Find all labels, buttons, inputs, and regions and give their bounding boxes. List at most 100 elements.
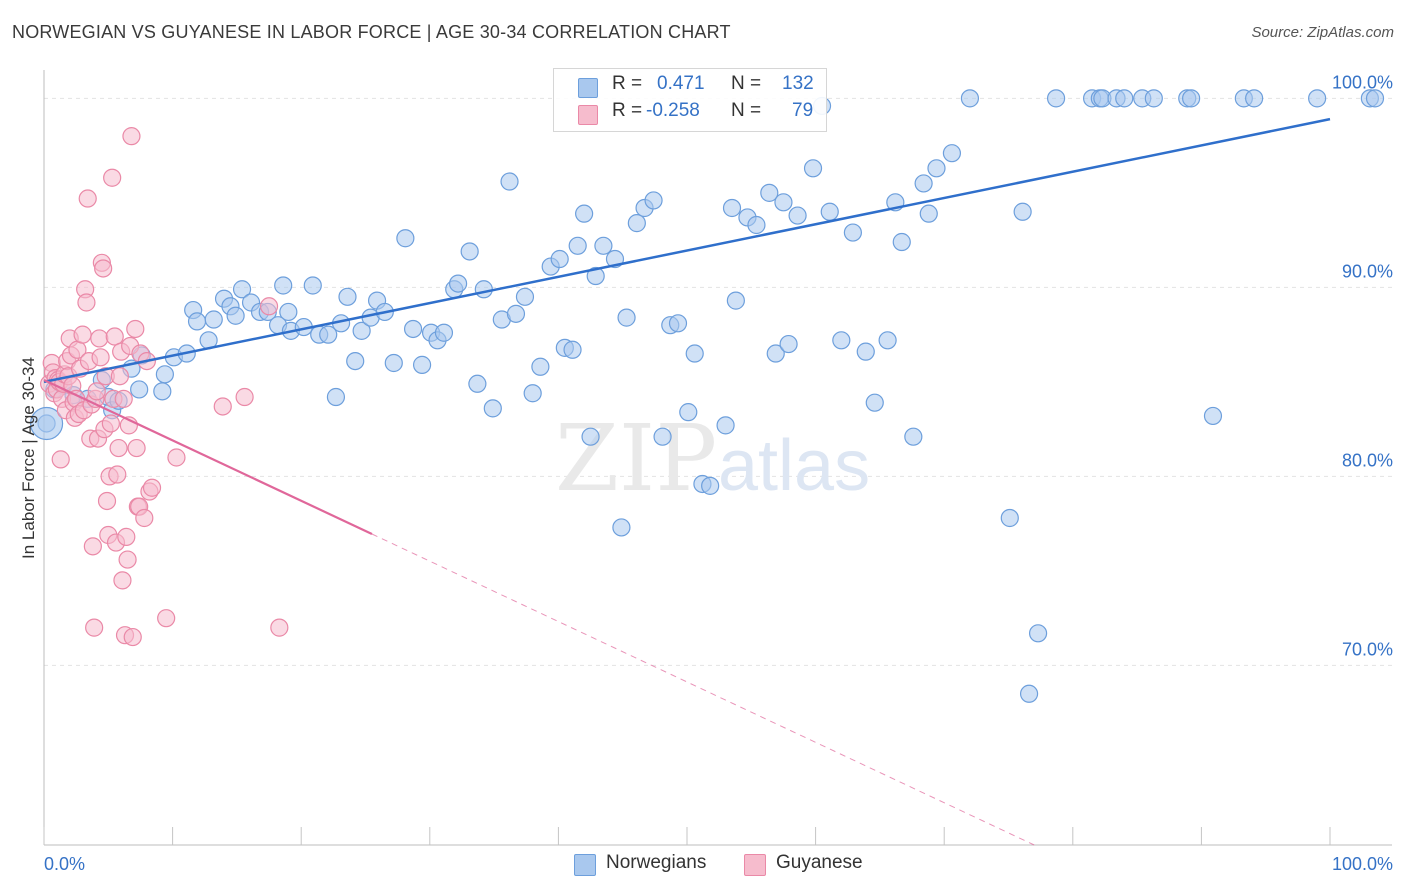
n-label: N = <box>731 100 762 121</box>
norwegian-point <box>856 342 875 361</box>
guyanese-point <box>51 450 70 469</box>
guyanese-point <box>142 478 162 497</box>
norwegian-point <box>1046 89 1066 108</box>
legend-label-guyanese: Guyanese <box>776 852 863 873</box>
r-label: R = <box>612 73 643 94</box>
y-tick-label: 80.0% <box>1342 450 1393 470</box>
norwegian-point <box>1000 508 1019 528</box>
norwegian-point <box>644 191 663 210</box>
norwegian-point <box>892 232 911 252</box>
norwegian-point <box>919 204 938 223</box>
norwegian-cluster-point <box>29 406 64 441</box>
norwegian-point <box>434 323 454 342</box>
y-tick-label: 100.0% <box>1332 72 1393 92</box>
norwegian-point <box>384 353 403 373</box>
guyanese-point <box>94 259 113 278</box>
guyanese-point <box>97 491 117 511</box>
norwegian-r-value: 0.471 <box>657 73 705 94</box>
norwegian-point <box>204 310 223 329</box>
guyanese-point <box>77 293 96 312</box>
r-label: R = <box>612 100 643 121</box>
norwegian-point <box>594 236 613 255</box>
norwegian-point <box>396 229 415 248</box>
guyanese-point <box>167 448 186 467</box>
norwegian-point <box>352 321 371 340</box>
guyanese-swatch <box>578 105 598 125</box>
trend-lines <box>43 117 1331 846</box>
norwegian-point <box>747 215 766 235</box>
watermark-atlas: atlas <box>718 426 870 506</box>
norwegian-point <box>581 427 600 446</box>
norwegian-point <box>468 374 487 393</box>
norwegian-point <box>279 302 298 322</box>
norwegian-point <box>563 340 582 359</box>
norwegian-point <box>1308 89 1327 108</box>
guyanese-point <box>101 414 120 433</box>
norwegian-point <box>506 304 526 323</box>
guyanese-point <box>123 627 142 647</box>
y-tick-label: 70.0% <box>1342 639 1393 659</box>
norwegian-point <box>319 325 338 344</box>
norwegian-point <box>1144 89 1163 108</box>
norwegian-point <box>1028 624 1048 643</box>
norwegian-point <box>722 198 742 218</box>
guyanese-point <box>108 465 127 484</box>
guyanese-point <box>87 382 106 401</box>
watermark-zip: ZIP <box>555 405 717 512</box>
y-axis-label: In Labor Force | Age 30-34 <box>19 357 38 559</box>
guyanese-point <box>90 329 109 348</box>
norwegian-point <box>904 427 923 446</box>
norwegian-point <box>1203 406 1223 426</box>
x-tick-label-min: 0.0% <box>44 854 85 874</box>
norwegian-point <box>779 334 798 354</box>
series-norwegians-points <box>29 89 1385 703</box>
guyanese-point <box>117 527 136 546</box>
norwegian-point <box>617 308 636 327</box>
legend-label-norwegians: Norwegians <box>606 852 707 873</box>
chart-title: NORWEGIAN VS GUYANESE IN LABOR FORCE | A… <box>12 22 731 42</box>
norwegian-point <box>726 291 745 310</box>
norwegian-point <box>653 427 672 446</box>
series-legend: Norwegians Guyanese <box>0 852 1406 878</box>
watermark: ZIP atlas <box>555 405 870 512</box>
norwegian-point <box>1182 89 1201 108</box>
guyanese-point <box>114 389 133 409</box>
norwegian-point <box>766 344 785 363</box>
norwegian-point <box>627 214 646 233</box>
norwegian-point <box>803 159 823 178</box>
norwegian-point <box>586 266 605 286</box>
series-guyanese-points <box>40 127 289 647</box>
guyanese-point <box>73 325 92 344</box>
guyanese-point <box>85 618 104 637</box>
norwegian-point <box>1019 684 1039 703</box>
guyanese-point <box>83 537 102 556</box>
norwegian-n-value: 132 <box>782 73 814 94</box>
norwegian-point <box>1115 89 1134 108</box>
norwegian-point <box>685 344 704 363</box>
axis-labels: 70.0% 80.0% 90.0% 100.0% 0.0% 100.0% In Labor … <box>19 72 1393 874</box>
norwegian-point <box>1365 89 1385 108</box>
norwegian-trend-line <box>43 117 1331 384</box>
norwegian-point <box>303 276 322 295</box>
source-label: Source: ZipAtlas.com <box>1251 24 1394 41</box>
norwegian-point <box>531 357 550 376</box>
norwegian-point <box>668 314 688 333</box>
norwegian-point <box>130 380 149 399</box>
guyanese-trend-line-extension <box>371 533 1035 846</box>
norwegian-point <box>878 331 897 350</box>
guyanese-point <box>109 438 128 458</box>
norwegian-point <box>942 144 962 163</box>
guyanese-point <box>78 189 97 208</box>
norwegian-point <box>338 287 357 306</box>
norwegian-point <box>500 172 519 191</box>
legend-row-guyanese: R = -0.258 N = 79 <box>554 100 826 128</box>
guyanese-point <box>110 367 129 386</box>
guyanese-point <box>213 397 232 416</box>
norwegian-point <box>568 236 587 255</box>
norwegian-point <box>448 274 468 293</box>
norwegian-point <box>927 159 946 178</box>
norwegian-point <box>774 193 793 212</box>
legend-row-norwegians: R = 0.471 N = 132 <box>554 73 826 101</box>
guyanese-point <box>91 348 110 367</box>
axes <box>43 70 1392 846</box>
